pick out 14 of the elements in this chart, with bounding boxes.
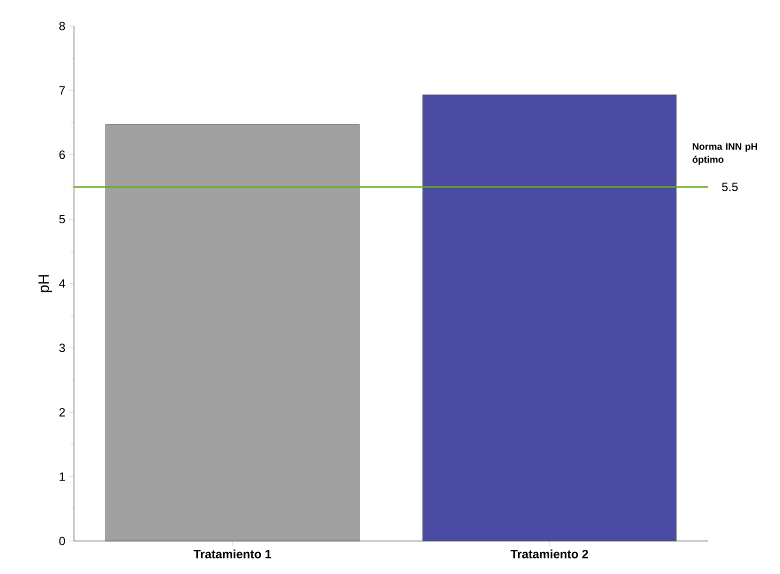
text: 5.5	[722, 182, 738, 192]
y-tick-label: 3	[59, 344, 65, 352]
x-tick-label: Tratamiento 1	[194, 550, 272, 558]
y-axis-title: pH	[38, 275, 52, 292]
y-tick-label: 6	[59, 150, 65, 159]
y-tick-label: 1	[60, 472, 65, 481]
y-tick-label: 0	[59, 536, 66, 546]
y-tick-label: 2	[59, 408, 65, 416]
y-tick-label: 8	[59, 22, 65, 30]
x-tick-label: Tratamiento 2	[510, 550, 588, 558]
ref-line-label: Norma INN pH óptimo	[692, 143, 758, 165]
y-tick-label: 5	[59, 214, 65, 224]
y-tick-label: 4	[59, 279, 66, 288]
y-tick-label: 7	[59, 86, 65, 95]
